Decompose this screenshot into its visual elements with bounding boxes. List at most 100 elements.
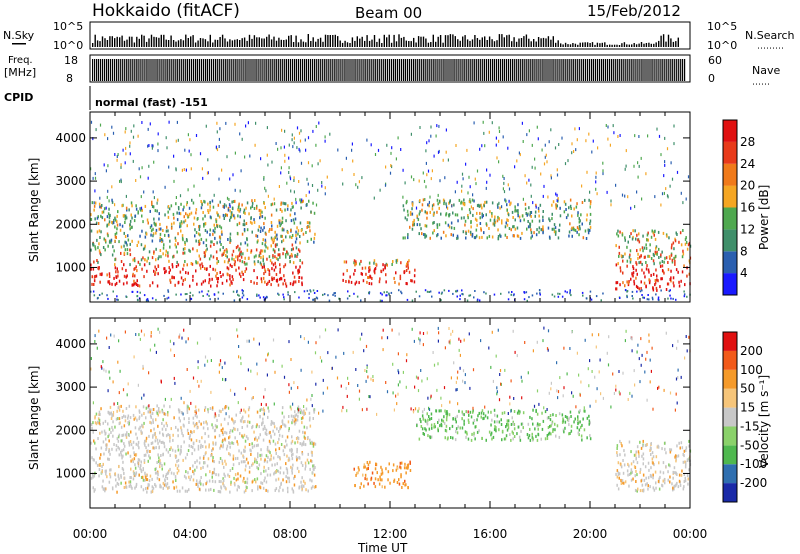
power-cell <box>438 199 441 203</box>
velocity-cell <box>503 437 506 441</box>
velocity-cell <box>139 337 141 341</box>
power-cell <box>145 232 148 236</box>
power-cell <box>302 199 304 203</box>
freq-bar <box>486 59 488 81</box>
velocity-cell <box>239 432 241 436</box>
power-cell <box>419 126 421 129</box>
power-cell <box>233 200 235 203</box>
velocity-cell <box>652 461 654 465</box>
power-cell <box>485 222 488 226</box>
velocity-cell <box>488 430 491 434</box>
power-cell <box>523 298 526 301</box>
velocity-cell <box>375 462 377 466</box>
freq-bar <box>325 59 327 81</box>
velocity-cell <box>244 468 247 472</box>
freq-bar <box>436 59 438 81</box>
velocity-cell <box>288 480 291 484</box>
colorbar-segment <box>723 163 737 186</box>
nsky-bar <box>621 43 623 47</box>
power-cell <box>124 161 126 165</box>
power-cell <box>162 252 164 256</box>
power-cell <box>273 268 276 272</box>
velocity-cell <box>288 427 290 431</box>
power-cell <box>188 248 190 252</box>
power-cell <box>251 199 253 203</box>
nsky-bar <box>133 42 136 47</box>
velocity-cell <box>210 487 212 491</box>
velocity-cell <box>236 456 239 460</box>
velocity-cell <box>200 422 202 426</box>
power-cell <box>432 231 434 235</box>
nsearch-tick-low: 10^0 <box>707 39 737 52</box>
velocity-cell <box>627 473 629 477</box>
velocity-cell <box>547 416 550 420</box>
power-cell <box>633 279 635 283</box>
nsky-bar <box>533 39 535 47</box>
velocity-cell <box>283 453 286 457</box>
velocity-cell <box>286 443 288 447</box>
nsky-bar <box>104 38 106 47</box>
velocity-cell <box>235 413 237 417</box>
power-cell <box>205 249 207 253</box>
power-ylabel: Slant Range [km] <box>27 158 41 262</box>
power-cell <box>610 199 612 203</box>
power-cell <box>239 189 241 193</box>
velocity-cell <box>652 455 655 459</box>
velocity-cell <box>589 404 591 408</box>
power-cell <box>196 282 198 286</box>
velocity-cell <box>203 421 205 425</box>
power-cell <box>240 274 242 278</box>
power-cell <box>548 235 551 239</box>
velocity-cell <box>256 438 258 442</box>
velocity-cell <box>617 487 620 491</box>
power-cell <box>567 159 569 163</box>
power-cell <box>595 295 598 298</box>
nsky-bar <box>371 39 373 47</box>
power-cell <box>421 203 424 207</box>
velocity-cell <box>567 419 570 423</box>
velocity-cell <box>167 413 169 417</box>
velocity-cell <box>529 415 531 419</box>
velocity-cell <box>307 461 310 465</box>
freq-bar <box>193 59 195 81</box>
power-cell <box>203 251 206 255</box>
velocity-cell <box>684 479 687 483</box>
power-cell <box>659 285 661 289</box>
velocity-cell <box>285 462 287 466</box>
power-cell <box>624 284 626 288</box>
velocity-cell <box>302 479 305 483</box>
power-cell <box>640 156 642 160</box>
power-cell <box>571 151 573 155</box>
velocity-cell <box>192 478 195 482</box>
power-cell <box>283 278 286 282</box>
power-cell <box>635 276 637 280</box>
power-cell <box>237 214 239 218</box>
power-cell <box>637 252 639 256</box>
power-cell <box>549 219 551 223</box>
power-cell <box>486 236 488 240</box>
velocity-cell <box>471 410 474 414</box>
velocity-cell <box>156 476 159 480</box>
power-cell <box>436 210 438 214</box>
power-cell <box>258 225 260 229</box>
power-cell <box>291 254 293 258</box>
power-cell <box>238 266 240 270</box>
velocity-cell <box>109 376 111 380</box>
velocity-cell <box>99 456 101 460</box>
power-cell <box>211 199 214 203</box>
velocity-cell <box>482 417 484 421</box>
power-cell <box>113 218 115 222</box>
power-cell <box>237 258 239 262</box>
velocity-cell <box>562 417 564 421</box>
power-cell <box>576 226 579 230</box>
velocity-cell <box>179 419 181 423</box>
velocity-cell <box>206 464 209 468</box>
power-cell <box>108 207 110 211</box>
nsky-bar <box>393 34 395 47</box>
power-cell <box>276 237 278 241</box>
velocity-cell <box>538 402 540 406</box>
power-cell <box>155 258 157 262</box>
velocity-cell <box>105 472 107 476</box>
colorbar-segment <box>723 273 737 295</box>
velocity-cell <box>675 455 678 458</box>
